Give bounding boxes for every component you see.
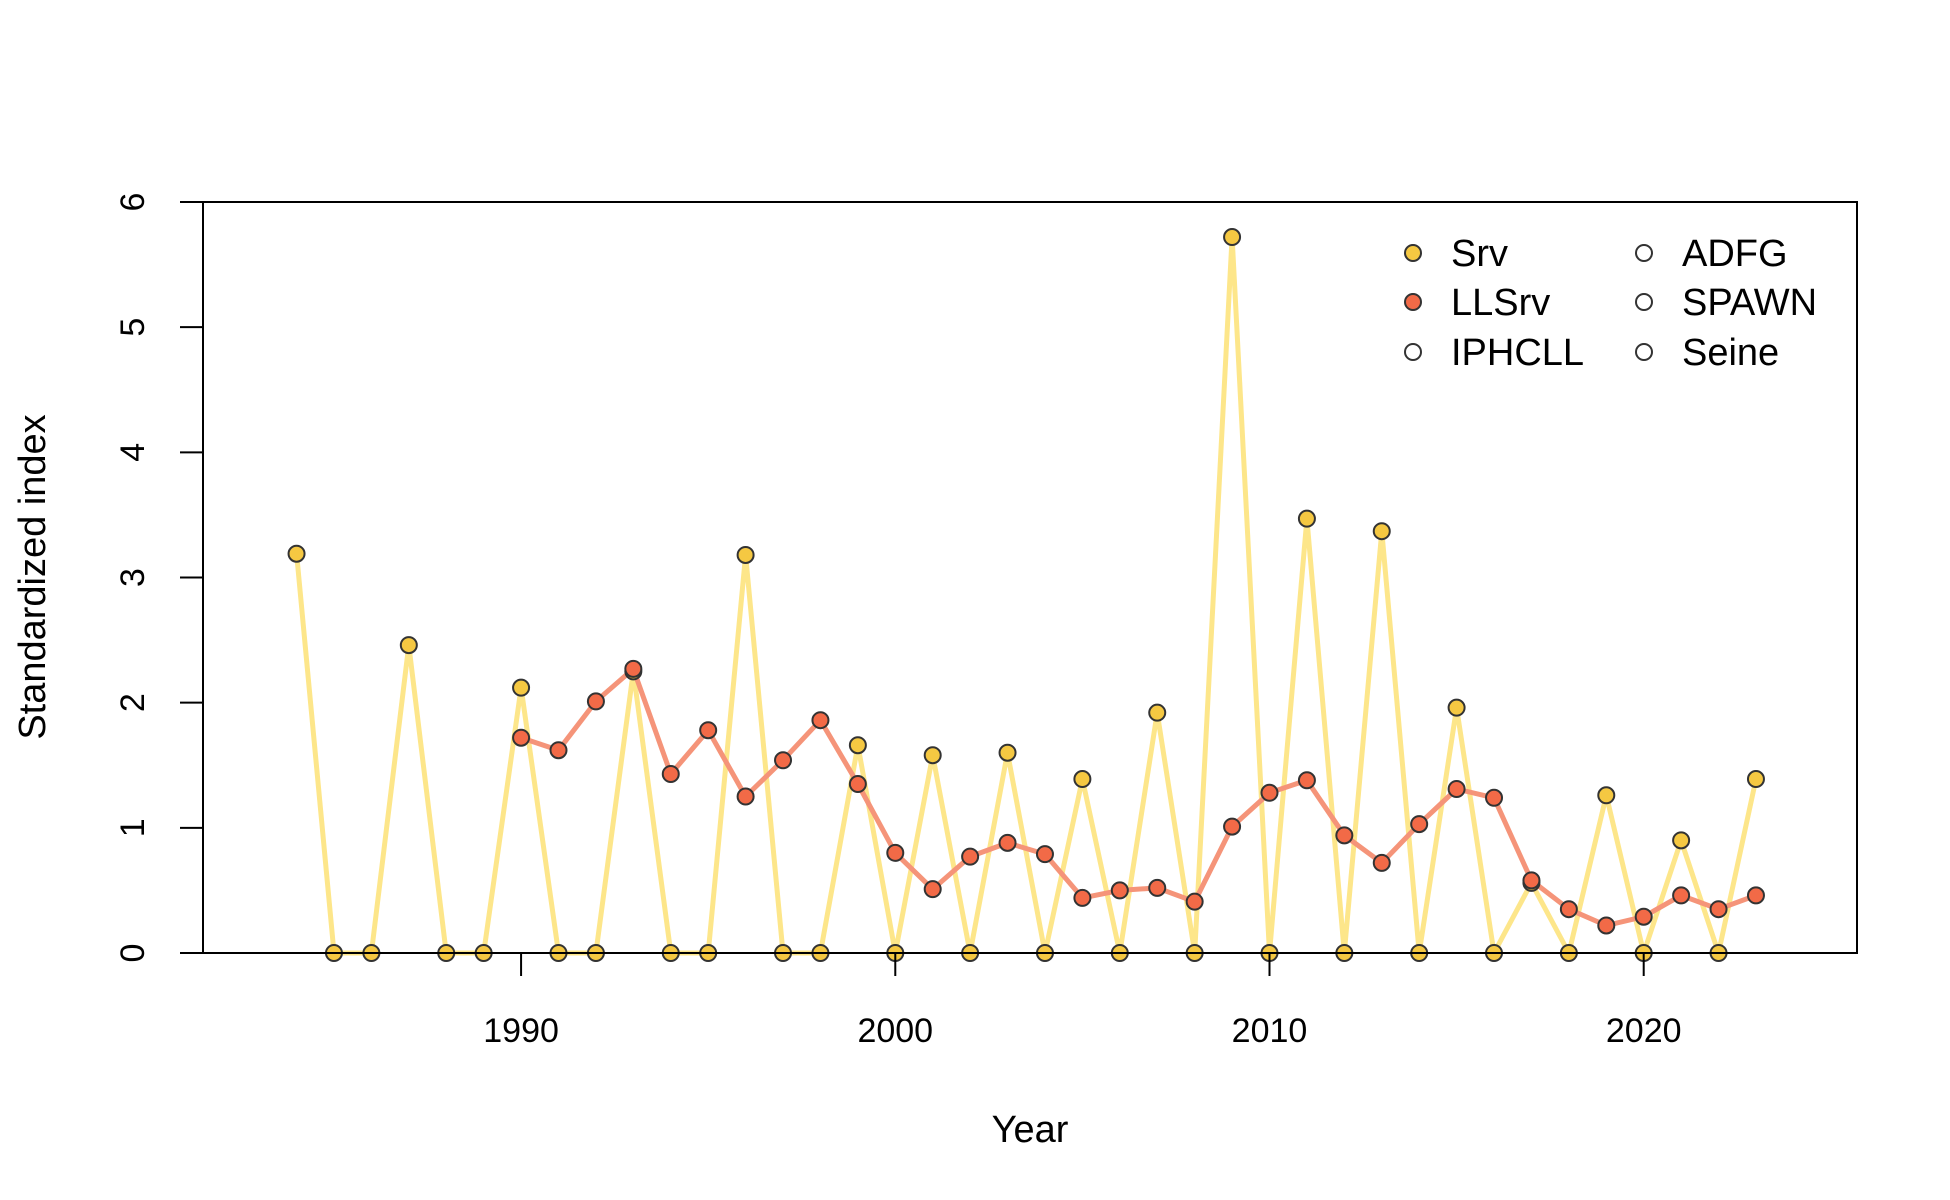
legend-marker <box>1404 293 1422 311</box>
data-point-srv <box>1148 703 1167 722</box>
data-point-srv <box>1223 228 1242 247</box>
data-point-llsrv <box>1185 892 1204 911</box>
data-point-llsrv <box>1447 780 1466 799</box>
data-point-llsrv <box>998 833 1017 852</box>
legend-marker <box>1635 343 1653 361</box>
legend-marker <box>1635 293 1653 311</box>
data-point-llsrv <box>1073 888 1092 907</box>
data-point-srv <box>1073 770 1092 789</box>
y-tick-label: 4 <box>114 443 152 462</box>
legend-label: IPHCLL <box>1451 332 1584 374</box>
data-point-llsrv <box>699 721 718 740</box>
x-tick-label: 2020 <box>1606 1012 1682 1050</box>
data-point-llsrv <box>811 711 830 730</box>
series-line-srv <box>294 234 1759 956</box>
data-point-srv <box>998 743 1017 762</box>
y-axis: 0 1 2 3 4 5 6 <box>114 193 204 963</box>
data-point-llsrv <box>848 775 867 794</box>
data-point-llsrv <box>1634 907 1653 926</box>
x-tick-label: 2000 <box>857 1012 933 1050</box>
data-point-llsrv <box>1672 886 1691 905</box>
y-tick-label: 5 <box>114 318 152 337</box>
data-point-llsrv <box>1522 871 1541 890</box>
data-point-srv <box>1372 522 1391 541</box>
data-point-llsrv <box>1709 900 1728 919</box>
data-point-llsrv <box>1746 886 1765 905</box>
legend-marker <box>1404 244 1422 262</box>
data-point-srv <box>1597 786 1616 805</box>
data-point-llsrv <box>661 765 680 784</box>
data-point-srv <box>923 746 942 765</box>
data-point-llsrv <box>1372 853 1391 872</box>
data-point-srv <box>736 545 755 564</box>
data-point-srv <box>1447 698 1466 717</box>
y-tick-label: 0 <box>114 944 152 963</box>
data-point-llsrv <box>1485 788 1504 807</box>
data-point-srv <box>1746 770 1765 789</box>
data-point-llsrv <box>1035 845 1054 864</box>
x-axis-title: Year <box>992 1109 1069 1151</box>
y-axis-title: Standardized index <box>12 414 54 739</box>
data-point-llsrv <box>1410 815 1429 834</box>
data-point-llsrv <box>1260 783 1279 802</box>
x-tick-label: 2010 <box>1232 1012 1308 1050</box>
x-tick-label: 1990 <box>483 1012 559 1050</box>
data-point-llsrv <box>1297 771 1316 790</box>
data-point-srv <box>512 678 531 697</box>
data-point-srv <box>1297 509 1316 528</box>
legend-label: Srv <box>1451 233 1508 275</box>
data-point-llsrv <box>1559 900 1578 919</box>
legend-marker <box>1404 343 1422 361</box>
y-tick-label: 2 <box>114 693 152 712</box>
data-point-llsrv <box>1110 881 1129 900</box>
data-point-llsrv <box>586 692 605 711</box>
data-point-srv <box>287 544 306 563</box>
data-point-llsrv <box>1223 817 1242 836</box>
data-point-llsrv <box>1148 878 1167 897</box>
y-tick-label: 6 <box>114 193 152 212</box>
data-point-srv <box>848 736 867 755</box>
legend: Srv LLSrv IPHCLL ADFG SPAWN Seine <box>1404 233 1817 374</box>
data-point-llsrv <box>512 728 531 747</box>
data-point-llsrv <box>736 787 755 806</box>
data-point-llsrv <box>549 741 568 760</box>
data-point-srv <box>1672 831 1691 850</box>
series-line-llsrv <box>520 666 1757 928</box>
legend-label: Seine <box>1682 332 1779 374</box>
data-point-srv <box>399 636 418 655</box>
y-tick-label: 3 <box>114 568 152 587</box>
data-point-llsrv <box>923 880 942 899</box>
data-point-llsrv <box>1335 826 1354 845</box>
legend-marker <box>1635 244 1653 262</box>
legend-label: SPAWN <box>1682 282 1817 324</box>
data-point-llsrv <box>1597 916 1616 935</box>
data-point-llsrv <box>961 847 980 866</box>
legend-label: LLSrv <box>1451 282 1550 324</box>
data-point-llsrv <box>886 843 905 862</box>
y-tick-label: 1 <box>114 818 152 837</box>
legend-label: ADFG <box>1682 233 1788 275</box>
x-axis: 1990 2000 2010 2020 <box>483 952 1682 1050</box>
data-point-llsrv <box>624 659 643 678</box>
data-point-llsrv <box>774 751 793 770</box>
